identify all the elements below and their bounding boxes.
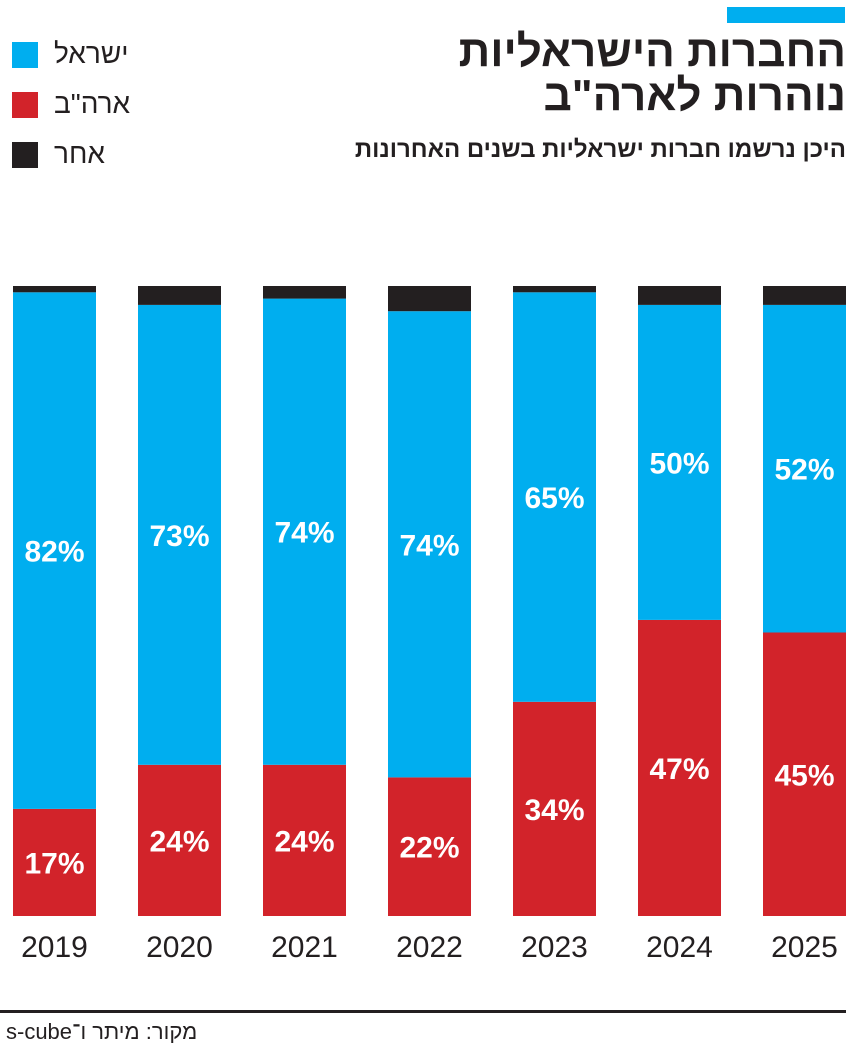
legend-swatch-other	[12, 142, 38, 168]
title-line-1: החברות הישראליות	[458, 27, 846, 76]
bar-israel-2024	[638, 304, 721, 620]
data-label-israel-2023: 65%	[524, 482, 584, 515]
bar-other-2020	[138, 286, 221, 305]
x-tick-label-2021: 2021	[271, 931, 338, 964]
x-tick-label-2024: 2024	[646, 931, 713, 964]
x-tick-label-2020: 2020	[146, 931, 213, 964]
source-note: מקור: מיתר ו־s-cube	[6, 1019, 198, 1044]
data-label-usa-2024: 47%	[649, 753, 709, 786]
bar-other-2021	[263, 286, 346, 299]
chart-subtitle: היכן נרשמו חברות ישראליות בשנים האחרונות	[354, 136, 846, 163]
legend-label-other: אחר	[54, 138, 105, 169]
bar-israel-2022	[388, 311, 471, 778]
bar-israel-2023	[513, 292, 596, 702]
bar-other-2023	[513, 286, 596, 293]
bar-other-2024	[638, 286, 721, 305]
x-tick-label-2022: 2022	[396, 931, 463, 964]
data-label-usa-2021: 24%	[274, 825, 334, 858]
bar-other-2022	[388, 286, 471, 312]
stacked-bar-chart: 17% 82% 2019 24% 73% 2020 24% 74% 2021 22% 74% 2022…	[13, 286, 846, 964]
data-label-usa-2022: 22%	[399, 832, 459, 865]
legend-swatch-israel	[12, 42, 38, 68]
data-label-usa-2020: 24%	[149, 825, 209, 858]
legend-swatch-usa	[12, 92, 38, 118]
bar-usa-2024	[638, 619, 721, 916]
legend-label-israel: ישראל	[54, 38, 129, 69]
accent-bar	[727, 7, 845, 23]
chart-title: החברות הישראליות נוהרות לארה"ב	[459, 30, 846, 118]
bar-israel-2025	[763, 304, 846, 633]
bar-usa-2019	[13, 808, 96, 916]
x-tick-label-2023: 2023	[521, 931, 588, 964]
bar-usa-2022	[388, 777, 471, 916]
bar-usa-2025	[763, 632, 846, 916]
data-label-israel-2019: 82%	[24, 536, 84, 569]
bar-israel-2021	[263, 298, 346, 765]
bar-other-2019	[13, 286, 96, 293]
data-label-israel-2025: 52%	[774, 454, 834, 487]
x-tick-label-2025: 2025	[771, 931, 838, 964]
bar-usa-2020	[138, 764, 221, 916]
bar-israel-2019	[13, 292, 96, 809]
data-label-usa-2023: 34%	[524, 794, 584, 827]
legend-item-usa: ארה"ב	[12, 88, 172, 119]
data-label-israel-2020: 73%	[149, 520, 209, 553]
data-label-israel-2024: 50%	[649, 447, 709, 480]
data-label-usa-2025: 45%	[774, 759, 834, 792]
title-line-2: נוהרות לארה"ב	[543, 71, 846, 120]
legend-item-israel: ישראל	[12, 38, 172, 69]
data-label-israel-2021: 74%	[274, 517, 334, 550]
bar-other-2025	[763, 286, 846, 305]
data-label-usa-2019: 17%	[24, 847, 84, 880]
footer-rule	[0, 1010, 846, 1013]
legend-item-other: אחר	[12, 138, 172, 169]
legend-label-usa: ארה"ב	[54, 88, 131, 119]
x-tick-label-2019: 2019	[21, 931, 88, 964]
bar-usa-2023	[513, 701, 596, 916]
bar-israel-2020	[138, 304, 221, 765]
bar-usa-2021	[263, 764, 346, 916]
data-label-israel-2022: 74%	[399, 529, 459, 562]
